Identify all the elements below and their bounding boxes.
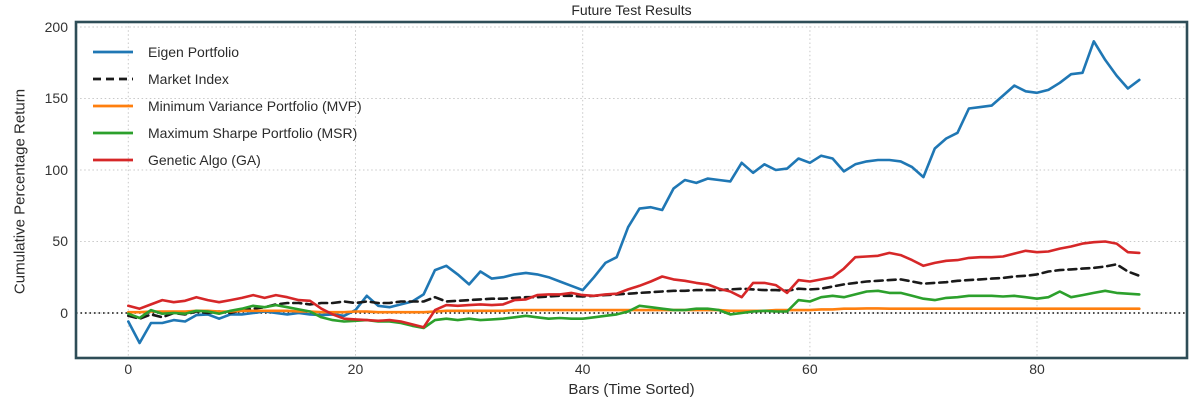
y-tick-label: 100: [44, 161, 68, 178]
x-tick-label: 80: [1029, 361, 1045, 377]
series-line-genetic-algo: [127, 240, 1141, 329]
series-line-maximum-sharpe-portfolio: [127, 289, 1141, 330]
plot-border: [74, 20, 1189, 360]
chart-title: Future Test Results: [571, 2, 692, 18]
legend-label: Genetic Algo (GA): [148, 151, 261, 168]
legend: Eigen Portfolio Market Index Minimum Varia…: [92, 38, 362, 173]
x-tick-label: 40: [574, 361, 591, 377]
legend-item-eigen-portfolio: Eigen Portfolio: [92, 38, 362, 65]
legend-label: Market Index: [148, 70, 229, 87]
series-line-market-index: [127, 262, 1141, 321]
legend-line-swatch: [93, 158, 133, 161]
y-tick-label: 50: [52, 233, 68, 250]
y-tick-label: 200: [44, 19, 68, 35]
x-tick-label: 20: [347, 361, 364, 377]
legend-label: Minimum Variance Portfolio (MVP): [148, 97, 362, 114]
legend-label: Maximum Sharpe Portfolio (MSR): [148, 124, 358, 141]
legend-item-minimum-variance-portfolio: Minimum Variance Portfolio (MVP): [92, 92, 362, 119]
y-tick-label: 0: [60, 304, 68, 321]
legend-item-maximum-sharpe-portfolio: Maximum Sharpe Portfolio (MSR): [92, 119, 362, 146]
legend-line-swatch: [93, 131, 133, 134]
legend-line-swatch: [93, 104, 133, 107]
legend-item-genetic-algo: Genetic Algo (GA): [92, 146, 362, 173]
x-axis-label: Bars (Time Sorted): [568, 381, 695, 398]
legend-line-swatch: [93, 77, 133, 80]
x-tick-label: 0: [124, 361, 133, 377]
legend-item-market-index: Market Index: [92, 65, 362, 92]
y-tick-label: 150: [44, 90, 68, 107]
series-line-eigen-portfolio: [127, 39, 1141, 345]
legend-label: Eigen Portfolio: [148, 43, 240, 60]
legend-line-swatch: [93, 50, 133, 53]
x-tick-label: 60: [802, 361, 818, 377]
